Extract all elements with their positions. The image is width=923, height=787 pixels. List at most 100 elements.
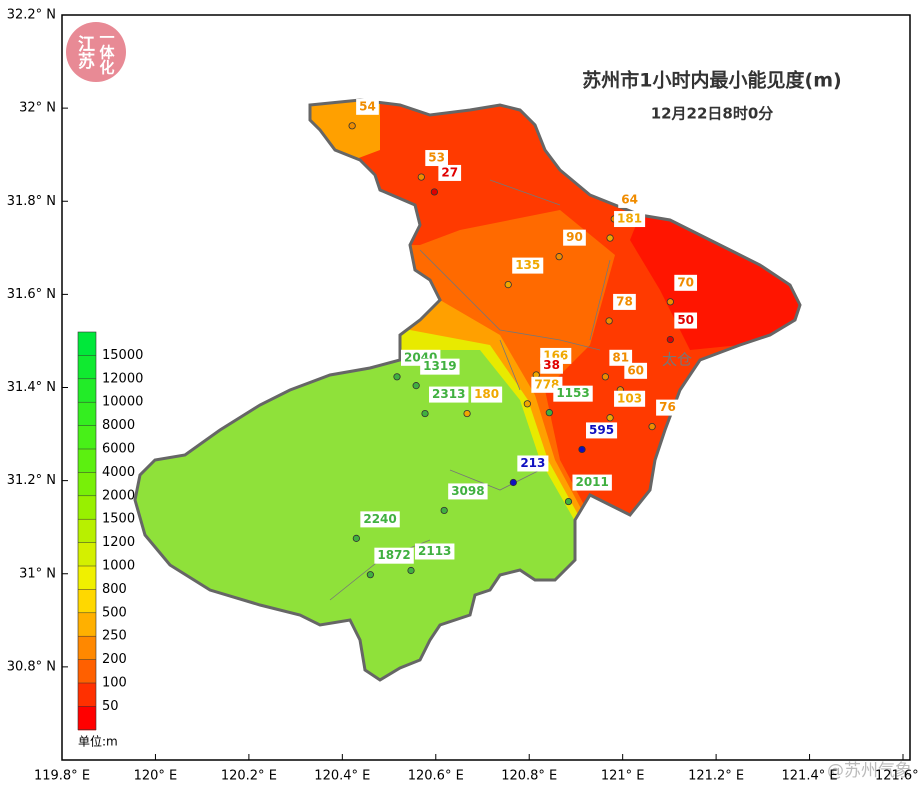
x-tick-label: 120.6° E xyxy=(408,769,464,784)
station-label-box xyxy=(374,547,414,564)
station-point xyxy=(606,414,614,422)
station-point xyxy=(523,400,531,408)
station-label-box xyxy=(572,474,612,491)
y-tick-label: 31.8° N xyxy=(7,194,56,209)
station-value: 76 xyxy=(659,400,676,414)
station-label-box xyxy=(360,511,400,528)
station: 50 xyxy=(666,312,698,344)
map-title: 苏州市1小时内最小能见度(m) xyxy=(582,69,841,92)
logo-text: 江苏 xyxy=(74,35,95,70)
station-point xyxy=(417,173,425,181)
station-point xyxy=(504,280,512,289)
station-label-box xyxy=(415,543,455,560)
legend-swatch xyxy=(78,612,96,637)
station-value: 213 xyxy=(520,456,545,470)
station-label-box xyxy=(425,150,448,167)
legend-swatch xyxy=(78,706,96,731)
region-outline xyxy=(133,98,802,682)
station-label-box xyxy=(614,390,646,407)
station: 54 xyxy=(348,98,379,130)
legend-unit: 单位:m xyxy=(78,734,118,749)
station-value: 70 xyxy=(677,275,694,289)
station: 213 xyxy=(509,455,549,487)
station-point xyxy=(564,497,573,506)
legend-label: 15000 xyxy=(102,348,143,363)
logo-badge xyxy=(66,22,126,82)
station-label-box xyxy=(613,293,636,310)
station-value: 64 xyxy=(621,192,638,206)
station-label-box xyxy=(517,455,549,472)
legend-swatch xyxy=(78,472,96,497)
legend-label: 500 xyxy=(102,605,127,620)
legend-label: 1000 xyxy=(102,559,135,574)
station-point xyxy=(605,317,613,325)
x-tick-label: 120.8° E xyxy=(501,769,557,784)
station-value: 27 xyxy=(441,165,458,179)
station-label-box xyxy=(438,164,462,181)
legend-swatch xyxy=(78,332,96,356)
station-label-box xyxy=(674,274,698,291)
station-point xyxy=(509,478,517,487)
station-label-box xyxy=(563,229,586,246)
legend-swatch xyxy=(78,566,96,590)
legend-label: 250 xyxy=(102,629,127,644)
station-point xyxy=(463,409,471,418)
station-value: 2011 xyxy=(575,475,608,489)
legend-label: 12000 xyxy=(102,371,143,386)
legend-label: 4000 xyxy=(102,465,135,480)
station: 1872 xyxy=(366,547,414,579)
legend-label: 100 xyxy=(102,676,127,691)
station-label-box xyxy=(674,312,698,329)
x-tick-label: 121.2° E xyxy=(688,769,744,784)
legend-label: 1500 xyxy=(102,512,135,527)
station-point xyxy=(352,534,360,542)
x-tick-label: 120° E xyxy=(134,769,178,784)
zone-deep-red xyxy=(630,200,800,360)
x-tick-label: 120.2° E xyxy=(221,769,277,784)
y-tick-label: 30.8° N xyxy=(7,659,56,674)
station-point xyxy=(555,253,563,261)
station-value: 90 xyxy=(566,230,583,244)
station-label-box xyxy=(540,357,563,374)
station-point xyxy=(407,566,415,575)
station-value: 54 xyxy=(359,99,376,113)
station-label-box xyxy=(471,386,503,403)
station-point xyxy=(578,445,586,454)
station-point xyxy=(601,373,609,381)
x-tick-label: 119.8° E xyxy=(34,769,90,784)
station-label-box xyxy=(614,211,646,228)
y-tick-label: 31.6° N xyxy=(7,287,56,302)
legend-frame xyxy=(77,331,97,731)
station-label-box xyxy=(429,386,469,403)
legend-label: 50 xyxy=(102,699,119,714)
station-point xyxy=(348,122,356,130)
legend-swatch xyxy=(78,449,96,473)
station: 103 xyxy=(606,390,646,422)
station-value: 3098 xyxy=(451,484,484,498)
legend-swatch xyxy=(78,425,96,450)
station: 1319 xyxy=(412,358,460,390)
station-label-box xyxy=(420,358,460,375)
y-tick-label: 31.4° N xyxy=(7,380,56,395)
map-subtitle: 12月22日8时0分 xyxy=(651,105,774,123)
station-value: 2313 xyxy=(432,387,465,401)
legend-swatch xyxy=(78,589,96,614)
station-point xyxy=(430,188,438,196)
station: 2240 xyxy=(352,511,400,542)
legend-label: 2000 xyxy=(102,488,135,503)
legend-swatch xyxy=(78,542,96,567)
legend-label: 200 xyxy=(102,652,127,667)
legend-swatch xyxy=(78,519,96,544)
station: 2011 xyxy=(564,474,612,506)
logo-text: 一体化 xyxy=(98,30,116,75)
station-value: 78 xyxy=(616,294,633,308)
x-tick-label: 121° E xyxy=(601,769,645,784)
station: 1153 xyxy=(545,385,593,417)
place-name: 太仓 xyxy=(662,351,692,369)
legend-label: 800 xyxy=(102,582,127,597)
station-value: 2113 xyxy=(418,544,451,558)
station-label-box xyxy=(624,362,648,379)
station: 70 xyxy=(666,274,698,306)
station-label-box xyxy=(656,399,679,416)
